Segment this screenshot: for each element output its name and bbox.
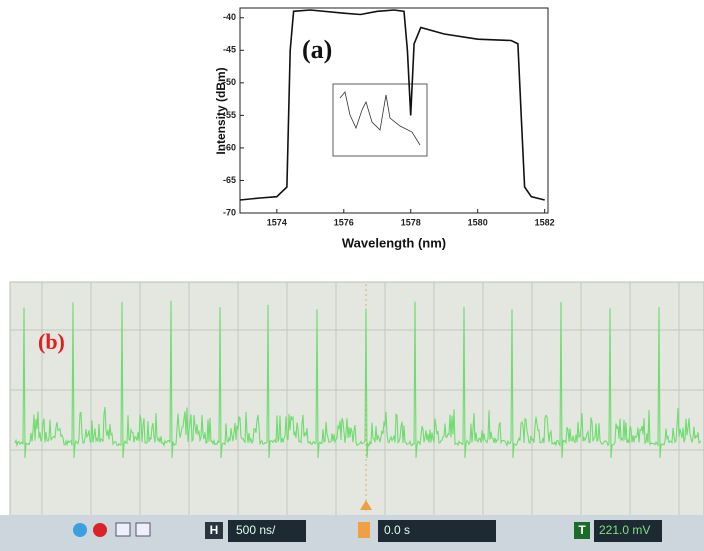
plot-frame — [239, 7, 549, 214]
scope-toolbar — [0, 500, 704, 551]
y-tick-label: -50 — [223, 77, 236, 87]
panel-label: (b) — [38, 329, 65, 354]
button-label[interactable]: T — [578, 523, 586, 537]
x-tick-label: 1576 — [334, 217, 354, 227]
x-tick-label: 1578 — [401, 217, 421, 227]
trigger-level[interactable]: 221.0 mV — [599, 523, 650, 537]
delay[interactable]: 0.0 s — [384, 523, 410, 537]
button-label[interactable]: H — [210, 523, 219, 537]
scope-grid — [10, 282, 704, 515]
y-tick-label: -45 — [223, 45, 236, 55]
scope-trace — [14, 300, 702, 459]
y-tick-label: -60 — [223, 142, 236, 152]
y-tick-label: -40 — [223, 12, 236, 22]
x-tick-label: 1580 — [468, 217, 488, 227]
y-axis-title: Intensity (dBm) — [214, 67, 228, 154]
x-axis-title: Wavelength (nm) — [342, 235, 446, 250]
inset — [332, 83, 428, 157]
y-tick-label: -70 — [223, 207, 236, 217]
spectrum-line — [239, 9, 545, 201]
timebase[interactable]: 500 ns/ — [236, 523, 276, 537]
y-tick-label: -65 — [223, 175, 236, 185]
y-tick-label: -55 — [223, 110, 236, 120]
panel-label: (a) — [302, 35, 332, 64]
scope-screen — [9, 281, 704, 519]
x-tick-label: 1574 — [267, 217, 287, 227]
x-tick-label: 1582 — [535, 217, 555, 227]
